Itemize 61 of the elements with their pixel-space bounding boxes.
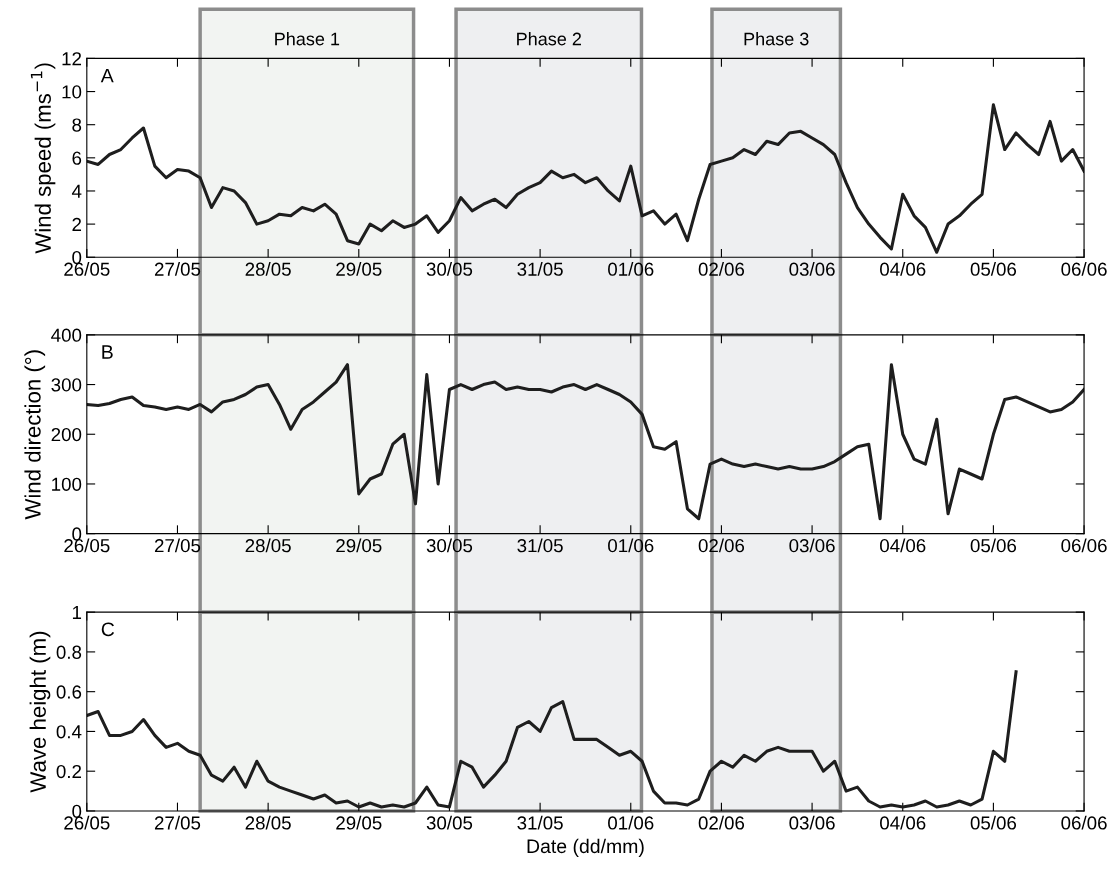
x-tick-label: 31/05 [517, 815, 563, 830]
x-tick-label: 30/05 [426, 262, 473, 276]
x-tick-label: 29/05 [336, 538, 382, 553]
y-axis-title: Wave height (m) [29, 631, 51, 793]
x-tick-label: 04/06 [880, 262, 926, 276]
x-tick-label: 27/05 [154, 815, 201, 830]
x-tick-label: 02/06 [698, 262, 745, 276]
x-tick-label: 03/06 [789, 262, 835, 276]
x-tick-label: 06/06 [1061, 262, 1107, 276]
x-axis-title: Date (dd/mm) [527, 838, 644, 857]
y-tick-label: 400 [51, 328, 82, 342]
y-tick-label: 2 [72, 217, 82, 231]
x-tick-label: 27/05 [154, 262, 201, 276]
x-tick-label: 30/05 [426, 538, 473, 553]
x-tick-label: 30/05 [426, 815, 473, 830]
x-tick-label: 27/05 [154, 538, 201, 553]
x-tick-label: 01/06 [608, 538, 654, 553]
x-tick-label: 31/05 [517, 262, 563, 276]
y-tick-label: 6 [72, 151, 82, 165]
x-tick-label: 05/06 [970, 815, 1017, 830]
x-tick-label: 29/05 [336, 815, 382, 830]
y-tick-label: 100 [52, 477, 82, 491]
x-tick-label: 31/05 [517, 538, 563, 553]
y-tick-label: 0.2 [56, 764, 82, 779]
x-tick-label: 02/06 [698, 815, 745, 830]
x-tick-label: 28/05 [245, 538, 291, 553]
line-series [86, 103, 1085, 254]
annotation: B [102, 345, 113, 359]
x-tick-label: 28/05 [245, 262, 291, 276]
band-label: Phase 2 [517, 32, 581, 46]
band-label: Phase 1 [275, 32, 340, 46]
x-tick-label: 05/06 [970, 538, 1017, 553]
y-tick-label: 10 [62, 85, 82, 99]
line-series [86, 363, 1085, 521]
y-axis-title: Wind direction (°) [24, 350, 46, 520]
x-tick-label: 06/06 [1061, 815, 1107, 830]
x-tick-label: 28/05 [245, 815, 291, 830]
x-tick-label: 03/06 [789, 538, 835, 553]
y-tick-label: 200 [51, 427, 82, 442]
x-tick-label: 02/06 [698, 538, 745, 553]
y-tick-label: 4 [71, 184, 82, 198]
y-tick-label: 0.6 [56, 685, 82, 699]
band-label: Phase 3 [744, 32, 809, 46]
x-tick-label: 04/06 [880, 538, 926, 553]
x-tick-label: 06/06 [1061, 538, 1107, 553]
x-tick-label: 29/05 [336, 262, 382, 276]
annotation: C [101, 622, 115, 637]
x-tick-label: 01/06 [608, 815, 654, 830]
y-tick-label: 300 [51, 378, 82, 392]
y-tick-label: 0.8 [56, 645, 82, 659]
y-tick-label: 8 [72, 118, 82, 132]
x-tick-label: 01/06 [608, 262, 654, 276]
line-series [86, 670, 1018, 809]
y-tick-label: 1 [72, 606, 82, 619]
x-tick-label: 04/06 [880, 815, 926, 830]
annotation: A [100, 68, 114, 83]
y-tick-label: 0.4 [56, 725, 82, 739]
x-tick-label: 03/06 [789, 815, 835, 830]
y-axis-title: Wind speed (ms$^{−1}$) [30, 63, 56, 254]
y-tick-label: 12 [62, 52, 82, 66]
x-tick-label: 05/06 [970, 262, 1017, 276]
